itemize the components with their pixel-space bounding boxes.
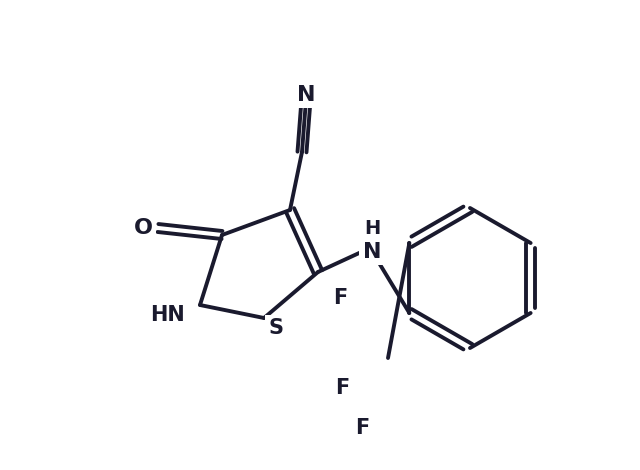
Text: F: F [335, 378, 349, 398]
Text: N: N [297, 85, 316, 105]
Text: F: F [333, 288, 347, 308]
Text: HN: HN [150, 305, 185, 325]
Text: H: H [364, 219, 380, 237]
Text: S: S [268, 318, 283, 338]
Text: N: N [363, 242, 381, 262]
Text: F: F [355, 418, 369, 438]
Text: O: O [134, 218, 152, 238]
